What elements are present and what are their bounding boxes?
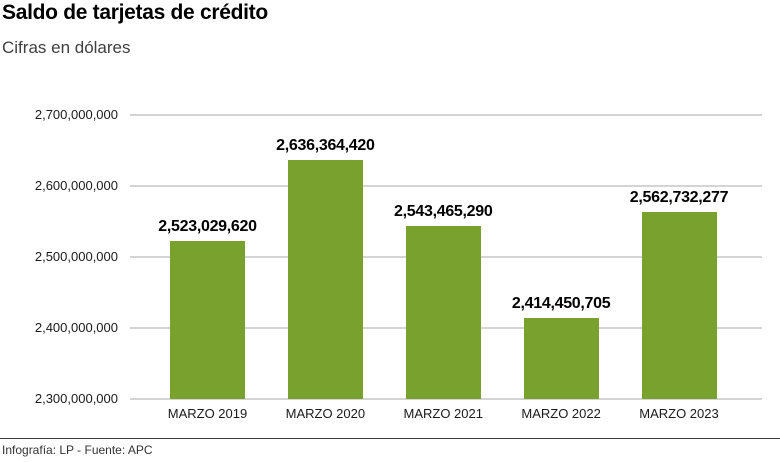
bar-marzo-2023 — [641, 212, 717, 399]
y-axis-label: 2,700,000,000 — [34, 107, 118, 122]
gridline — [130, 398, 762, 400]
bar-value-label: 2,543,465,290 — [394, 203, 493, 221]
gridline — [130, 185, 762, 187]
y-axis-label: 2,400,000,000 — [34, 320, 118, 335]
y-axis: 2,300,000,000 2,400,000,000 2,500,000,000 2… — [0, 0, 118, 420]
bar-value-label: 2,636,364,420 — [276, 137, 375, 155]
y-axis-label: 2,300,000,000 — [34, 391, 118, 406]
chart-subtitle: Cifras en dólares — [2, 38, 131, 57]
x-axis-label: MARZO 2019 — [167, 406, 248, 421]
bar-marzo-2021 — [405, 226, 481, 399]
footer-credit: Infografía: LP - Fuente: APC — [2, 443, 153, 457]
y-axis-label: 2,500,000,000 — [34, 249, 118, 264]
bar-marzo-2022 — [523, 317, 599, 399]
bar-marzo-2019 — [170, 240, 245, 399]
bar-value-label: 2,523,029,620 — [158, 217, 257, 235]
y-axis-label: 2,600,000,000 — [34, 178, 118, 193]
chart-title: Saldo de tarjetas de crédito — [2, 1, 268, 24]
bar-value-label: 2,562,732,277 — [629, 189, 729, 207]
bar-value-label: 2,414,450,705 — [511, 294, 611, 312]
x-axis-label: MARZO 2022 — [521, 406, 601, 421]
x-axis-label: MARZO 2021 — [403, 406, 483, 421]
gridline — [130, 114, 762, 116]
x-axis-label: MARZO 2020 — [285, 406, 366, 421]
bar-marzo-2020 — [287, 160, 363, 399]
footer-divider — [0, 438, 780, 439]
x-axis-label: MARZO 2023 — [639, 406, 719, 421]
plot-area: 2,523,029,620 MARZO 2019 2,636,364,420 MARZ… — [130, 114, 762, 421]
